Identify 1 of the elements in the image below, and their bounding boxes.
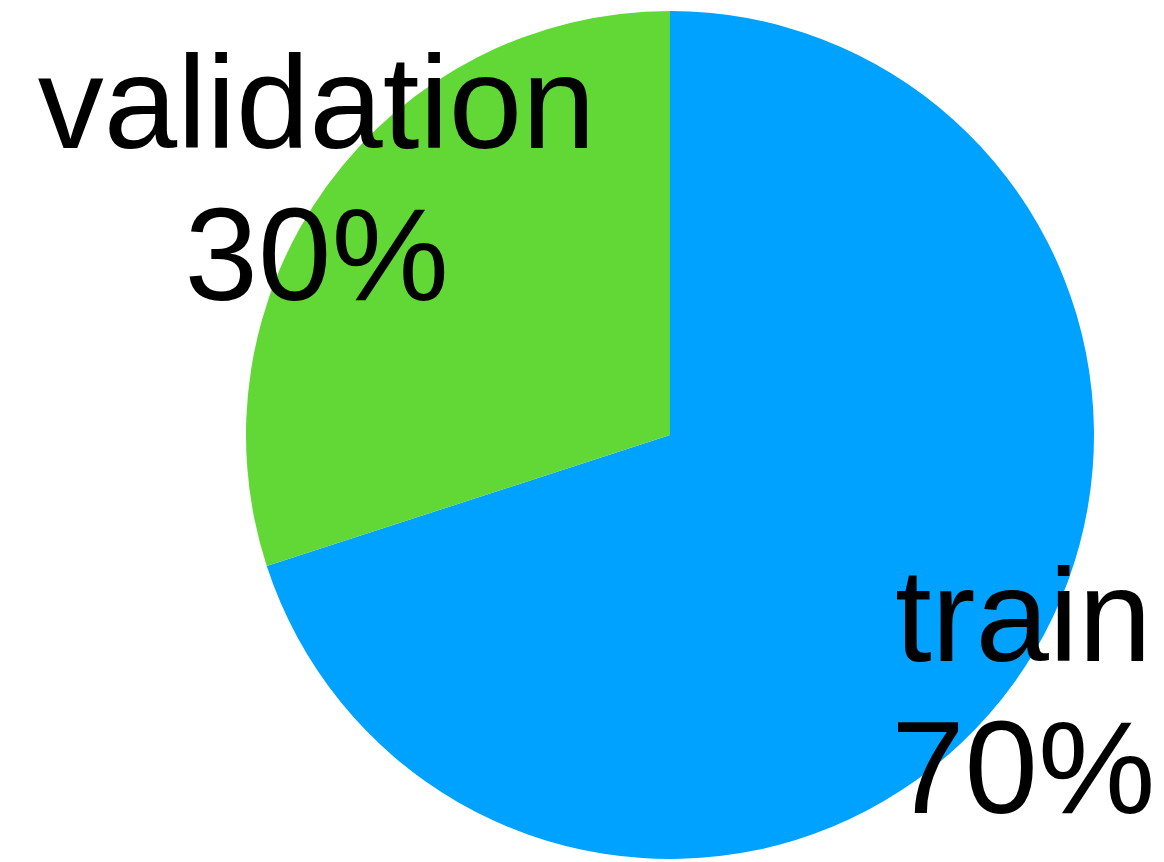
- data-label: 70%: [891, 694, 1156, 842]
